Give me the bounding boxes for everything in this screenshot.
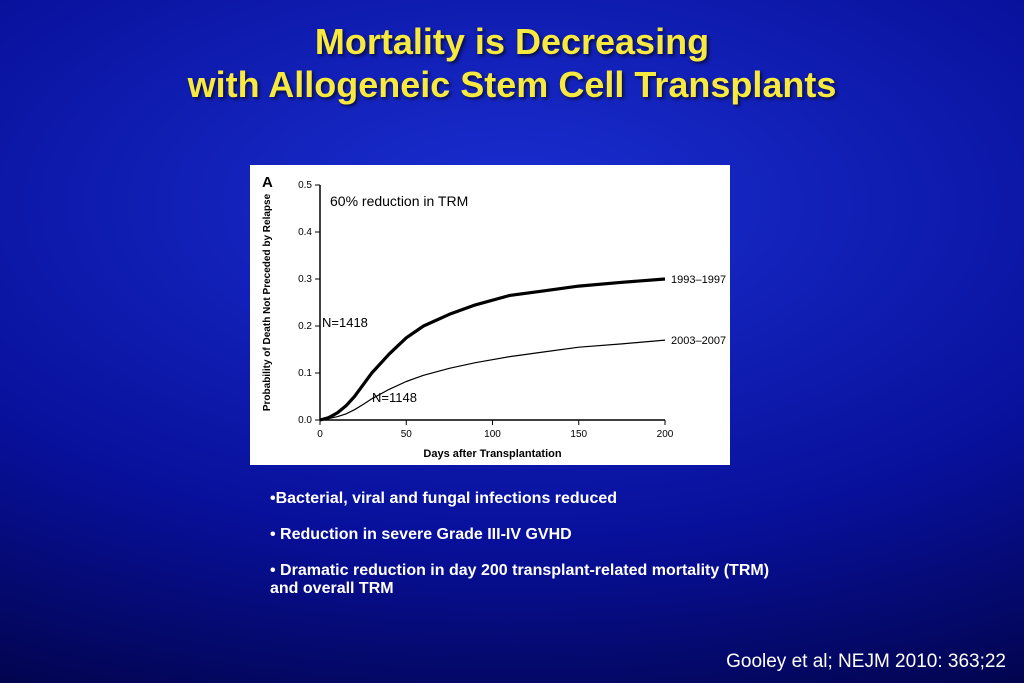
svg-text:Days after Transplantation: Days after Transplantation [423, 448, 561, 460]
svg-text:0.4: 0.4 [298, 227, 312, 238]
bullet-item: •Bacterial, viral and fungal infections … [270, 490, 770, 508]
bullet-list: •Bacterial, viral and fungal infections … [270, 490, 770, 616]
svg-text:150: 150 [570, 429, 587, 440]
svg-text:2003–2007: 2003–2007 [671, 335, 726, 347]
svg-text:0.0: 0.0 [298, 415, 312, 426]
citation-text: Gooley et al; NEJM 2010: 363;22 [726, 651, 1006, 673]
svg-text:1993–1997: 1993–1997 [671, 274, 726, 286]
chart-annotation: N=1418 [322, 315, 368, 330]
svg-text:50: 50 [401, 429, 413, 440]
svg-text:Probability of Death Not Prece: Probability of Death Not Preceded by Rel… [262, 193, 273, 411]
chart-panel: A 0.0 0.1 0.2 0.3 0.4 0.5 0 50 100 150 200 Days afte… [250, 165, 730, 465]
chart-annotation: N=1148 [372, 390, 417, 405]
svg-text:0.3: 0.3 [298, 274, 312, 285]
slide-title: Mortality is Decreasing with Allogeneic … [0, 0, 1024, 106]
slide-root: Mortality is Decreasing with Allogeneic … [0, 0, 1024, 683]
chart-annotation: 60% reduction in TRM [330, 193, 468, 209]
bullet-item: • Dramatic reduction in day 200 transpla… [270, 562, 770, 598]
svg-text:100: 100 [484, 429, 501, 440]
svg-text:200: 200 [657, 429, 674, 440]
title-line-1: Mortality is Decreasing [315, 21, 709, 62]
svg-text:0: 0 [317, 429, 323, 440]
svg-text:A: A [262, 174, 273, 191]
svg-text:0.2: 0.2 [298, 321, 312, 332]
svg-text:0.5: 0.5 [298, 180, 312, 191]
svg-text:0.1: 0.1 [298, 368, 312, 379]
title-line-2: with Allogeneic Stem Cell Transplants [188, 64, 837, 105]
bullet-item: • Reduction in severe Grade III-IV GVHD [270, 526, 770, 544]
